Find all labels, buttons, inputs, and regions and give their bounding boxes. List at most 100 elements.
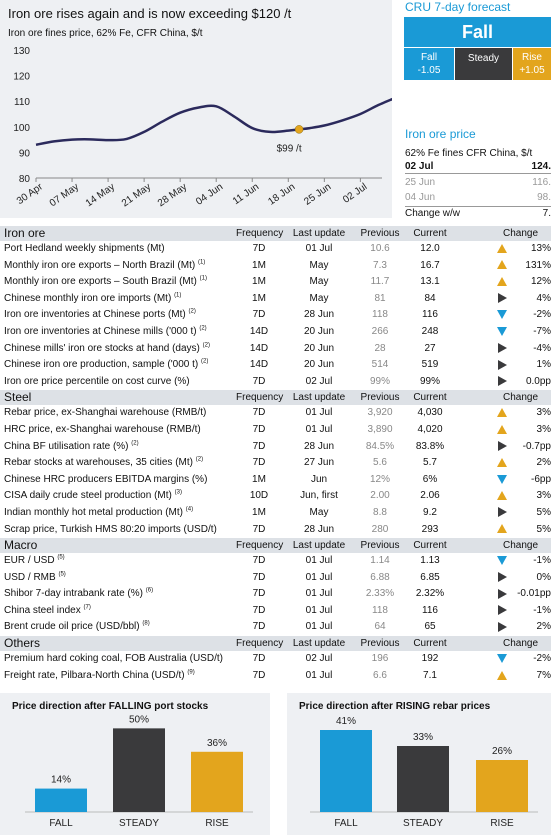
column-header-last-update: Last update	[292, 638, 346, 650]
iron-price-title: Iron ore price	[405, 127, 476, 141]
footnote-ref: (4)	[185, 506, 194, 513]
footnote-ref: (2)	[201, 358, 209, 365]
last-update-cell: 28 Jun	[303, 440, 335, 452]
indicator-name: Rebar price, ex-Shanghai warehouse (RMB/…	[4, 407, 207, 419]
footnote-ref: (8)	[142, 621, 150, 628]
indicator-name: Premium hard coking coal, FOB Australia …	[4, 653, 223, 665]
bar-value-label: 14%	[51, 775, 71, 786]
forecast-steady-cell: Steady	[455, 48, 512, 80]
frequency-cell: 14D	[249, 359, 269, 371]
current-cell: 83.8%	[415, 440, 445, 452]
last-update-cell: 01 Jul	[305, 588, 333, 600]
x-tick-label: 18 Jun	[266, 181, 297, 207]
change-direction-icon	[496, 422, 508, 439]
previous-cell: 118	[372, 309, 388, 321]
section-title: Steel	[4, 390, 32, 405]
bar-value-label: 50%	[129, 714, 149, 725]
current-cell: 9.2	[423, 506, 437, 518]
frequency-cell: 14D	[249, 325, 269, 337]
table-row: Chinese iron ore production, sample ('00…	[0, 357, 551, 374]
current-cell: 293	[421, 523, 439, 535]
frequency-cell: 7D	[252, 604, 266, 616]
table-row: Shibor 7-day intrabank rate (%) (6) 7D 01 …	[0, 586, 551, 603]
change-cell: 0.0pp	[525, 375, 551, 387]
change-cell: 3%	[536, 423, 551, 435]
indicator-name: China BF utilisation rate (%) (2)	[4, 440, 139, 452]
x-tick-label: 25 Jun	[302, 181, 333, 207]
iron-price-subtitle: 62% Fe fines CFR China, $/t	[405, 148, 533, 159]
current-cell: 519	[421, 359, 439, 371]
change-cell: -6pp	[530, 473, 551, 485]
indicator-name: USD / RMB (5)	[4, 571, 66, 583]
last-update-cell: 01 Jul	[305, 243, 333, 254]
change-direction-icon	[496, 603, 508, 620]
change-direction-icon	[496, 553, 508, 570]
bar-value-label: 41%	[336, 716, 356, 727]
footnote-ref: (2)	[188, 309, 196, 316]
column-header-previous: Previous	[360, 392, 400, 404]
indicator-name: Rebar stocks at warehouses, 35 cities (M…	[4, 456, 204, 469]
indicator-name: CISA daily crude steel production (Mt) (…	[4, 489, 182, 502]
bar-fall	[320, 730, 372, 812]
bar-steady	[113, 728, 165, 812]
indicator-name: Port Hedland weekly shipments (Mt)	[4, 243, 165, 254]
y-tick-label: 110	[14, 97, 30, 108]
change-direction-icon	[496, 341, 508, 358]
forecast-rise-value: +1.05	[519, 65, 545, 76]
frequency-cell: 10D	[249, 490, 269, 502]
last-update-cell: 27 Jun	[303, 457, 335, 469]
frequency-cell: 7D	[252, 669, 266, 681]
current-cell: 65	[424, 621, 436, 633]
change-direction-icon	[496, 488, 508, 505]
previous-cell: 7.3	[373, 259, 387, 271]
frequency-cell: 1M	[252, 292, 266, 304]
table-row: Chinese mills' iron ore stocks at hand (…	[0, 341, 551, 358]
footnote-ref: (1)	[197, 259, 206, 266]
column-header-frequency: Frequency	[236, 540, 284, 552]
column-header-current: Current	[413, 540, 447, 552]
last-update-cell: May	[309, 276, 329, 288]
bar-chart-title: Price direction after RISING rebar price…	[299, 701, 491, 712]
bar-rise	[191, 751, 243, 812]
change-direction-icon	[496, 357, 508, 374]
price-annotation: $99 /t	[277, 143, 302, 154]
previous-cell: 2.33%	[365, 588, 395, 600]
table-row: Indian monthly hot metal production (Mt)…	[0, 505, 551, 522]
change-cell: 5%	[536, 506, 551, 518]
current-cell: 248	[421, 325, 439, 337]
indicator-name: Iron ore price percentile on cost curve …	[4, 375, 190, 387]
rising-rebar-prices-chart: Price direction after RISING rebar price…	[287, 693, 551, 835]
last-update-cell: 01 Jul	[305, 571, 333, 583]
table-row: Iron ore inventories at Chinese ports (M…	[0, 307, 551, 324]
x-tick-label: 07 May	[48, 181, 81, 209]
footnote-ref: (2)	[131, 440, 139, 447]
chart-subtitle: Iron ore fines price, 62% Fe, CFR China,…	[8, 28, 203, 39]
change-direction-icon	[496, 619, 508, 636]
forecast-rise-cell: Rise +1.05	[513, 48, 551, 80]
forecast-rise-label: Rise	[521, 52, 542, 63]
column-header-previous: Previous	[360, 228, 400, 239]
bar-chart-svg: 41% FALL 33% STEADY 26% RISE	[310, 716, 538, 829]
section-title: Iron ore	[4, 226, 46, 240]
frequency-cell: 1M	[252, 473, 266, 485]
last-update-cell: 20 Jun	[303, 359, 335, 371]
previous-cell: 5.6	[373, 457, 387, 469]
x-tick-label: 14 May	[84, 181, 117, 209]
current-cell: 6.85	[420, 571, 440, 583]
change-cell: 5%	[536, 523, 551, 535]
table-row: CISA daily crude steel production (Mt) (…	[0, 488, 551, 505]
iron-price-value: 98.	[537, 192, 551, 203]
footnote-ref: (2)	[199, 325, 207, 332]
iron-price-row: 04 Jun 98.	[405, 191, 551, 205]
iron-price-value: 116.	[532, 177, 551, 188]
chart-title: Iron ore rises again and is now exceedin…	[8, 6, 292, 21]
indicator-name: Monthly iron ore exports – South Brazil …	[4, 275, 207, 288]
table-row: China BF utilisation rate (%) (2) 7D 28 Ju…	[0, 439, 551, 456]
change-cell: -0.01pp	[517, 588, 551, 600]
frequency-cell: 7D	[252, 407, 266, 419]
forecast-fall-value: -1.05	[417, 65, 441, 76]
footnote-ref: (1)	[174, 292, 182, 299]
table-row: Monthly iron ore exports – South Brazil …	[0, 274, 551, 291]
current-cell: 7.1	[423, 669, 437, 681]
current-cell: 4,020	[417, 423, 443, 435]
